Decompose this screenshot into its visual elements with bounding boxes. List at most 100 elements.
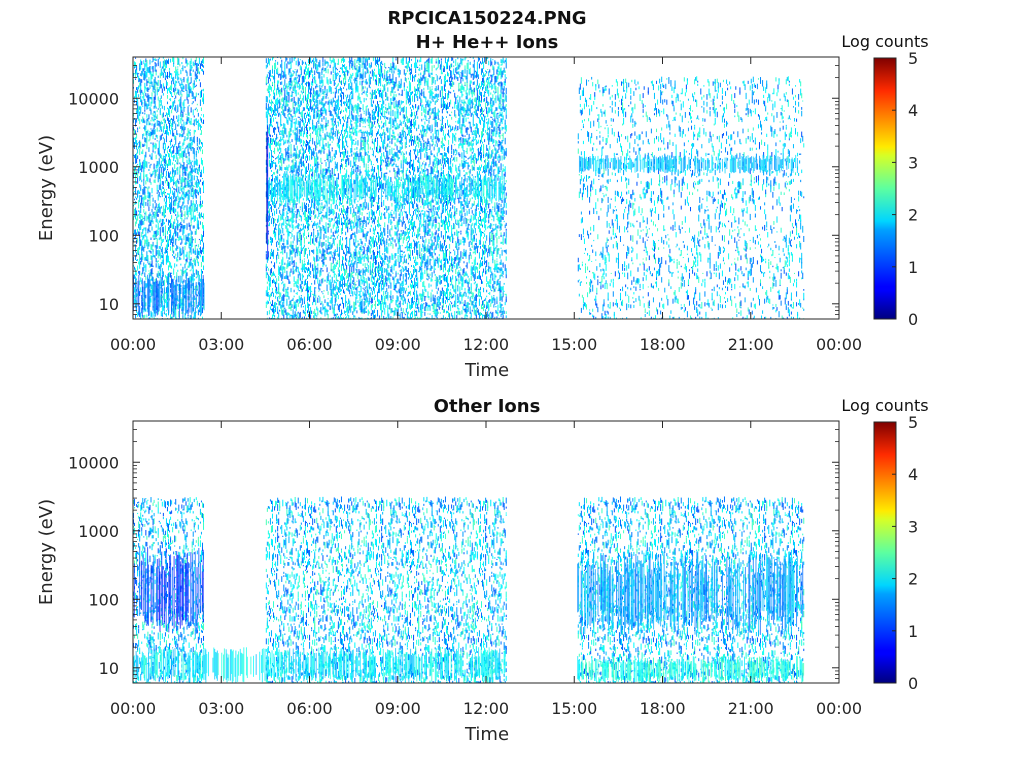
spectrogram-cell <box>179 63 181 67</box>
spectrogram-cell <box>140 213 142 221</box>
spectrogram-cell <box>329 132 331 136</box>
spectrogram-cell <box>331 288 333 294</box>
spectrogram-cell <box>144 186 146 193</box>
spectrogram-cell <box>346 268 348 273</box>
spectrogram-cell <box>344 145 346 150</box>
spectrogram-cell <box>321 98 323 106</box>
spectrogram-cell <box>174 221 176 224</box>
spectrogram-cell <box>280 303 282 309</box>
spectrogram-cell <box>323 261 325 266</box>
spectrogram-cell <box>134 61 136 68</box>
spectrogram-cell <box>356 146 358 150</box>
spectrogram-cell <box>275 175 277 178</box>
spectrogram-cell <box>339 197 341 202</box>
spectrogram-cell <box>265 304 267 308</box>
spectrogram-cell <box>339 67 341 69</box>
spectrogram-cell <box>321 199 323 202</box>
spectrogram-cell <box>308 67 310 73</box>
spectrogram-cell <box>169 207 171 213</box>
spectrogram-cell <box>291 230 293 232</box>
spectrogram-cell <box>308 289 310 293</box>
spectrogram-cell <box>138 105 140 110</box>
spectrogram-cell <box>323 195 325 200</box>
spectrogram-cell <box>157 147 159 155</box>
spectrogram-cell <box>291 314 293 319</box>
spectrogram-cell <box>335 274 337 282</box>
spectrogram-cell <box>149 250 151 253</box>
spectrogram-cell <box>319 76 321 84</box>
spectrogram-cell <box>289 141 291 144</box>
spectrogram-cell <box>331 147 333 150</box>
spectrogram-cell <box>343 70 345 73</box>
spectrogram-cell <box>135 78 137 80</box>
spectrogram-cell <box>160 154 162 159</box>
spectrogram-cell <box>172 246 174 253</box>
spectrogram-cell <box>328 272 330 274</box>
spectrogram-cell <box>162 60 164 63</box>
spectrogram-cell <box>339 303 341 306</box>
spectrogram-cell <box>282 228 284 234</box>
spectrogram-cell <box>140 239 142 243</box>
spectrogram-cell <box>171 146 173 148</box>
spectrogram-cell <box>331 101 333 107</box>
spectrogram-cell <box>275 62 277 70</box>
spectrogram-cell <box>312 81 314 86</box>
spectrogram-cell <box>172 224 174 230</box>
spectrogram-cell <box>284 123 286 128</box>
spectrogram-cell <box>321 259 323 263</box>
spectrogram-cell <box>297 303 299 307</box>
spectrogram-cell <box>316 154 318 161</box>
spectrogram-cell <box>321 117 323 122</box>
spectrogram-cell <box>331 185 333 188</box>
spectrogram-cell <box>304 118 306 124</box>
spectrogram-cell <box>334 249 336 256</box>
spectrogram-cell <box>281 234 283 240</box>
spectrogram-cell <box>299 277 301 281</box>
spectrogram-cell <box>169 173 171 179</box>
spectrogram-cell <box>326 153 328 160</box>
spectrogram-cell <box>269 137 271 144</box>
spectrogram-cell <box>326 181 328 187</box>
spectrogram-cell <box>316 139 318 143</box>
spectrogram-cell <box>139 239 141 246</box>
spectrogram-cell <box>280 73 282 81</box>
spectrogram-cell <box>275 194 277 198</box>
spectrogram-cell <box>155 237 157 239</box>
spectrogram-cell <box>275 203 277 208</box>
spectrogram-cell <box>178 186 180 192</box>
spectrogram-cell <box>169 261 171 268</box>
spectrogram-cell <box>279 238 281 245</box>
spectrogram-cell <box>310 307 312 313</box>
spectrogram-cell <box>342 312 344 314</box>
spectrogram-cell <box>282 246 284 250</box>
spectrogram-cell <box>353 156 355 159</box>
spectrogram-cell <box>178 121 180 127</box>
spectrogram-cell <box>300 304 302 308</box>
spectrogram-cell <box>352 66 354 70</box>
spectrogram-cell <box>137 149 139 154</box>
spectrogram-cell <box>285 200 287 208</box>
spectrogram-cell <box>343 141 345 148</box>
spectrogram-cell <box>174 208 176 214</box>
spectrogram-cell <box>141 219 143 226</box>
spectrogram-cell <box>345 67 347 70</box>
spectrogram-cell <box>294 281 296 284</box>
spectrogram-cell <box>306 128 308 135</box>
spectrogram-cell <box>279 309 281 312</box>
spectrogram-cell <box>194 244 196 251</box>
spectrogram-cell <box>328 246 330 250</box>
spectrogram-cell <box>340 217 342 224</box>
spectrogram-cell <box>280 155 282 161</box>
spectrogram-cell <box>157 108 159 110</box>
spectrogram-cell <box>349 65 351 70</box>
spectrogram-cell <box>160 160 162 166</box>
spectrogram-cell <box>198 250 200 256</box>
spectrogram-cell <box>154 200 156 204</box>
spectrogram-cell <box>150 298 152 303</box>
spectrogram-cell <box>138 214 140 216</box>
spectrogram-cell <box>352 311 354 315</box>
spectrogram-cell <box>190 136 192 141</box>
spectrogram-cell <box>160 222 162 227</box>
spectrogram-cell <box>322 241 324 247</box>
spectrogram-cell <box>300 66 302 69</box>
